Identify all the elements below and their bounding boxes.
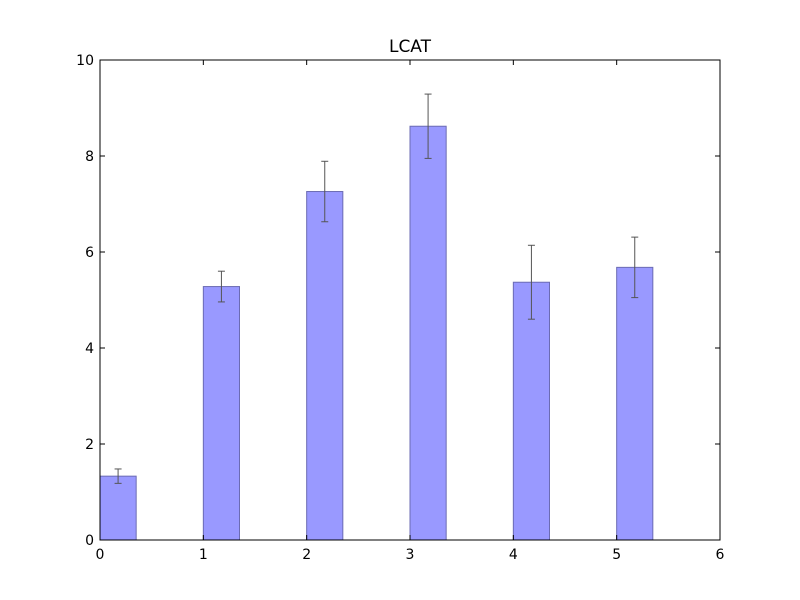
- x-tick-label-2: 2: [302, 547, 311, 563]
- y-tick-label-5: 10: [76, 53, 94, 69]
- bar-4: [512, 281, 550, 541]
- error-bars: [114, 93, 639, 484]
- bar-2: [306, 191, 344, 541]
- bars: [99, 125, 654, 541]
- y-tick-label-1: 2: [85, 437, 94, 453]
- error-bar-5: [631, 236, 639, 299]
- bar-5: [616, 266, 654, 541]
- x-tick-label-5: 5: [612, 547, 621, 563]
- error-bar-3: [424, 93, 432, 159]
- error-bar-4: [527, 244, 535, 320]
- bar-0: [99, 475, 137, 541]
- x-tick-label-1: 1: [199, 547, 208, 563]
- x-tick-label-3: 3: [406, 547, 415, 563]
- x-tick-label-4: 4: [509, 547, 518, 563]
- x-tick-label-6: 6: [716, 547, 725, 563]
- y-tick-label-3: 6: [85, 245, 94, 261]
- error-bar-1: [217, 270, 225, 303]
- bar-1: [202, 286, 240, 541]
- bar-3: [409, 125, 447, 541]
- error-bar-0: [114, 468, 122, 484]
- chart-title: LCAT: [389, 37, 432, 57]
- y-tick-label-0: 0: [85, 533, 94, 549]
- y-tick-label-4: 8: [85, 149, 94, 165]
- plot-frame: [99, 59, 721, 541]
- tick-labels: 0 1 2 3 4 5 6 0 2 4 6 8 10: [76, 53, 724, 563]
- x-tick-label-0: 0: [96, 547, 105, 563]
- y-tick-label-2: 4: [85, 341, 94, 357]
- error-bar-2: [321, 160, 329, 223]
